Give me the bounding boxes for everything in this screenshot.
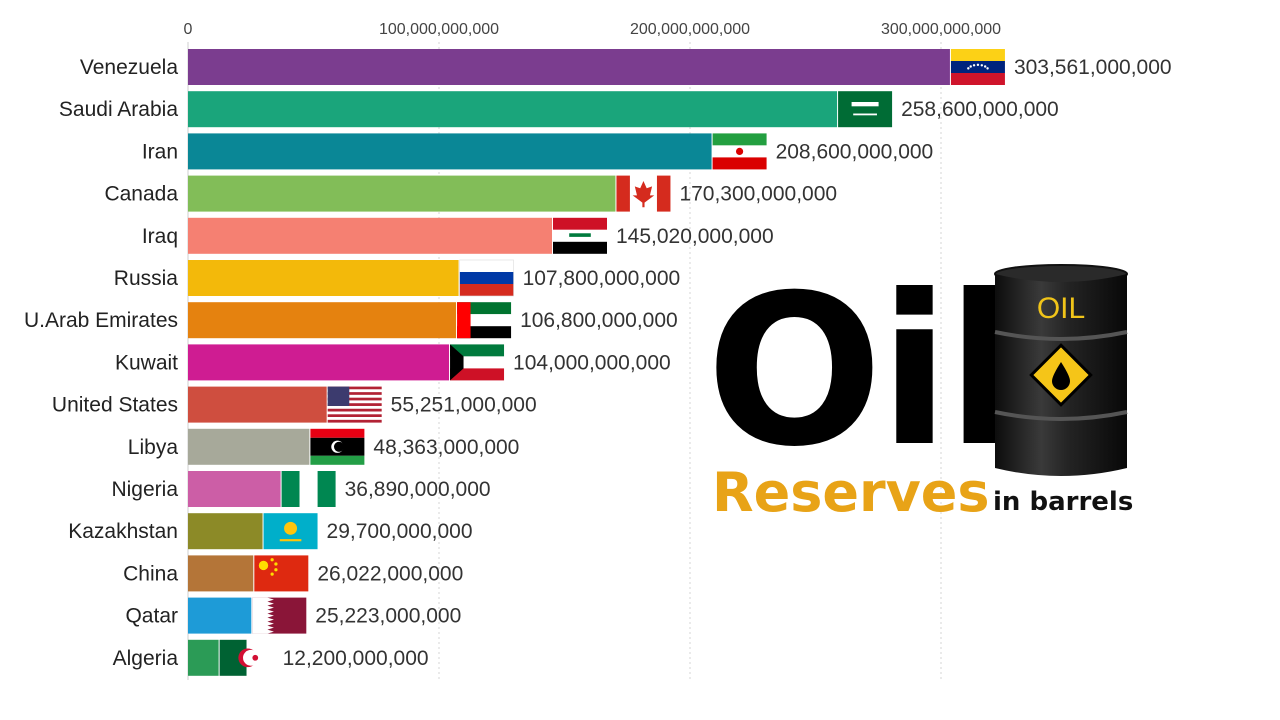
kuwait-flag-icon [450, 344, 505, 381]
bar [188, 260, 459, 296]
value-label: 48,363,000,000 [373, 436, 519, 459]
value-label: 106,800,000,000 [520, 309, 678, 332]
category-label: Kuwait [115, 351, 178, 374]
bar [188, 344, 450, 381]
nigeria-flag-icon [281, 471, 336, 507]
value-label: 303,561,000,000 [1014, 56, 1172, 79]
oil-drop-icon [1029, 343, 1093, 407]
x-tick-label: 0 [184, 21, 193, 38]
bar-row: Nigeria 36,890,000,000 [111, 471, 491, 507]
x-tick-label: 100,000,000,000 [379, 21, 499, 38]
united-states-flag-icon [327, 386, 382, 423]
category-label: Nigeria [111, 478, 178, 501]
value-label: 26,022,000,000 [317, 562, 463, 585]
venezuela-flag-icon [950, 49, 1005, 85]
bar-row: Iraq 145,020,000,000 [142, 217, 774, 254]
value-label: 107,800,000,000 [523, 267, 681, 290]
bar [188, 597, 252, 634]
saudi-arabia-flag-icon [838, 91, 893, 128]
category-label: U.Arab Emirates [24, 309, 178, 332]
kazakhstan-flag-icon [263, 513, 318, 550]
bar-row: China 26,022,000,000 [123, 555, 463, 592]
category-label: United States [52, 394, 178, 417]
category-label: Venezuela [80, 56, 178, 79]
russia-flag-icon [459, 259, 514, 297]
category-label: Libya [128, 436, 179, 459]
category-label: Algeria [113, 647, 179, 670]
x-tick-label: 200,000,000,000 [630, 21, 750, 38]
uae-flag-icon [457, 302, 512, 339]
bar-row: Saudi Arabia 258,600,000,000 [59, 91, 1059, 128]
category-label: Qatar [125, 605, 178, 628]
title-unit: in barrels [993, 487, 1134, 517]
barrel-label: OIL [1037, 292, 1085, 325]
bar-row: Venezuela 303,561,000,000 [80, 49, 1172, 85]
bar [188, 133, 712, 170]
bar [188, 91, 838, 128]
value-label: 55,251,000,000 [391, 394, 537, 417]
category-label: Saudi Arabia [59, 98, 178, 121]
china-flag-icon [254, 555, 309, 592]
value-label: 25,223,000,000 [315, 605, 461, 628]
bar-row: Iran 208,600,000,000 [142, 133, 934, 170]
category-label: Iran [142, 140, 178, 163]
bar [188, 513, 263, 550]
iran-flag-icon [712, 133, 767, 170]
iraq-flag-icon [553, 217, 608, 254]
canada-flag-icon [616, 175, 671, 212]
title-sub: Reserves [712, 461, 990, 524]
bar-row: U.Arab Emirates 106,800,000,000 [24, 302, 678, 339]
bar-row: Libya 48,363,000,000 [128, 428, 519, 465]
x-axis-ticks: 0 100,000,000,000 200,000,000,000 300,000,0… [184, 21, 1002, 38]
algeria-flag-icon [219, 639, 274, 676]
oil-barrel-icon: OIL [994, 264, 1128, 476]
value-label: 104,000,000,000 [513, 351, 671, 374]
bars: Venezuela 303,561,000,000 Saudi Arabia 258,… [24, 49, 1172, 676]
bar-row: United States 55,251,000,000 [52, 386, 537, 423]
value-label: 12,200,000,000 [283, 647, 429, 670]
category-label: Canada [104, 183, 178, 206]
bar-row: Russia 107,800,000,000 [114, 259, 681, 297]
category-label: Russia [114, 267, 179, 290]
value-label: 258,600,000,000 [901, 98, 1059, 121]
bar [188, 471, 281, 507]
bar [188, 639, 219, 676]
bar-row: Kuwait 104,000,000,000 [115, 344, 671, 381]
bar-row: Kazakhstan 29,700,000,000 [68, 513, 473, 550]
title-main: Oil [706, 251, 1017, 493]
category-label: China [123, 562, 178, 585]
value-label: 36,890,000,000 [345, 478, 491, 501]
value-label: 208,600,000,000 [776, 140, 934, 163]
bar [188, 386, 327, 423]
bar [188, 49, 950, 85]
category-label: Kazakhstan [68, 520, 178, 543]
value-label: 170,300,000,000 [679, 183, 837, 206]
libya-flag-icon [310, 428, 365, 465]
value-label: 29,700,000,000 [327, 520, 473, 543]
bar-row: Canada 170,300,000,000 [104, 175, 837, 212]
bar [188, 428, 310, 465]
category-label: Iraq [142, 225, 178, 248]
bar-row: Algeria 12,200,000,000 [113, 639, 429, 676]
x-tick-label: 300,000,000,000 [881, 21, 1001, 38]
bar [188, 175, 616, 212]
qatar-flag-icon [252, 597, 307, 634]
bar [188, 302, 457, 339]
bar [188, 217, 553, 254]
bar-row: Qatar 25,223,000,000 [125, 597, 461, 634]
bar [188, 555, 254, 592]
value-label: 145,020,000,000 [616, 225, 774, 248]
